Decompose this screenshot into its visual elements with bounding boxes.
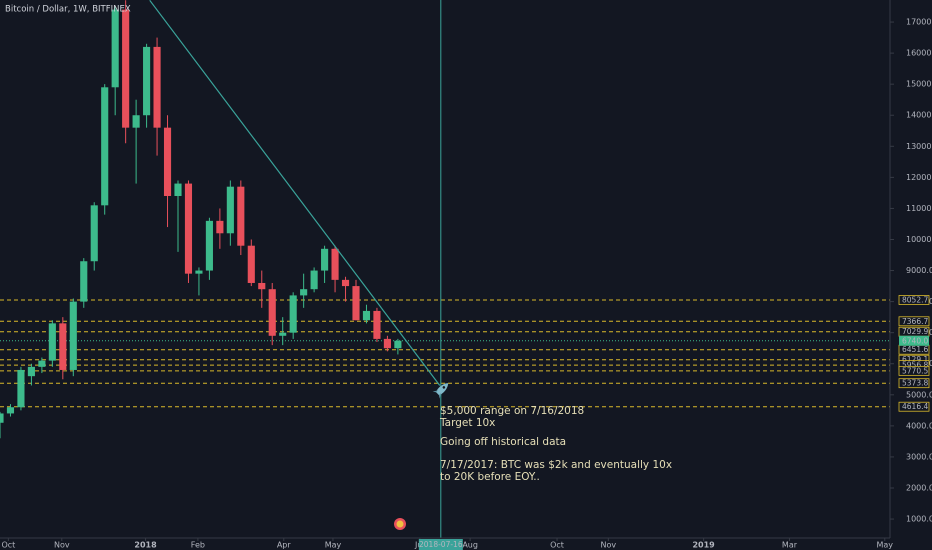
candle-body	[268, 289, 276, 336]
y-tick-label: 9000.0	[906, 266, 932, 275]
y-tick-label: 4000.0	[906, 421, 932, 430]
y-tick-label: 15000.0	[906, 80, 932, 89]
candle-body	[184, 183, 193, 274]
last-price-label: 6740.0	[902, 336, 928, 345]
x-tick-label: Feb	[191, 541, 205, 550]
candle-body	[310, 270, 318, 290]
candle-body	[226, 186, 234, 234]
level-label: 6451.6	[902, 345, 928, 354]
candle-body	[174, 183, 182, 197]
x-tick-label: Nov	[601, 541, 617, 550]
level-badge	[898, 295, 930, 305]
candle-body	[258, 282, 266, 290]
candle-body	[383, 338, 391, 349]
candle-body	[143, 46, 151, 116]
candle-body	[216, 220, 224, 234]
x-tick-label: Oct	[1, 541, 15, 550]
candle-body	[237, 186, 245, 246]
level-label: 8052.7	[902, 295, 928, 304]
annotation-line: $5,000 range on 7/16/2018	[440, 405, 584, 417]
candle-body	[6, 407, 15, 414]
level-label: 4616.4	[902, 402, 928, 411]
x-tick-label: 2018	[134, 541, 157, 550]
candle-body	[0, 413, 4, 423]
candle-body	[122, 9, 130, 128]
candle-body	[27, 366, 35, 377]
x-tick-label: Apr	[277, 541, 292, 550]
candle-body	[205, 220, 213, 271]
y-tick-label: 14000.0	[906, 111, 932, 120]
levels	[0, 299, 890, 408]
rocket-icon	[432, 383, 449, 399]
x-tick-label: Mar	[782, 541, 798, 550]
candle-body	[132, 115, 140, 128]
y-tick-label: 13000.0	[906, 142, 932, 151]
last-price-badge	[899, 335, 929, 346]
x-tick-label: Nov	[54, 541, 70, 550]
candle-body	[80, 261, 88, 302]
y-tick-label: 16000.0	[906, 49, 932, 58]
logo-icon	[394, 518, 406, 530]
candle-body	[17, 369, 25, 408]
candles	[0, 0, 402, 439]
x-tick-label: Oct	[550, 541, 564, 550]
level-badge	[898, 378, 930, 389]
y-tick-label: 12000.0	[906, 173, 932, 182]
candle-body	[352, 286, 360, 321]
candle-body	[59, 323, 67, 370]
candle-body	[90, 205, 98, 262]
x-tick-label: May	[325, 541, 342, 550]
candle-body	[362, 310, 371, 321]
level-label: 6129.1	[902, 355, 928, 364]
level-label: 5770.5	[902, 366, 928, 375]
annotation-line: Target 10x	[439, 417, 495, 429]
candle-body	[195, 270, 203, 274]
x-tick-label: May	[876, 541, 893, 550]
date-label: 2018-07-16	[419, 540, 463, 549]
y-tick-label: 17000.0	[906, 18, 932, 27]
chart-title: Bitcoin / Dollar, 1W, BITFINEX	[5, 5, 131, 15]
candle-body	[300, 289, 308, 296]
y-tick-label: 11000.0	[906, 204, 932, 213]
level-badge	[898, 401, 930, 412]
level-badge	[898, 316, 930, 327]
candle-body	[48, 323, 56, 361]
candle-body	[69, 301, 77, 370]
date-badge	[418, 539, 463, 550]
candle-body	[163, 127, 172, 197]
x-tick-label: 2019	[692, 541, 715, 550]
y-tick-label: 1000.0	[906, 515, 932, 524]
trendline	[149, 0, 441, 386]
level-badge	[898, 365, 930, 376]
candle-body	[373, 310, 381, 339]
candle-body	[331, 248, 339, 280]
x-tick-label: Aug	[462, 541, 478, 550]
annotation-line: Going off historical data	[440, 436, 566, 448]
level-label: 7029.9	[902, 327, 928, 336]
y-tick-label: 10000.0	[906, 235, 932, 244]
candle-body	[289, 295, 297, 333]
overlay	[149, 0, 449, 538]
candle-body	[247, 245, 255, 283]
candle-body	[279, 332, 287, 336]
candle-body	[321, 248, 329, 271]
y-tick-label: 3000.0	[906, 452, 932, 461]
y-tick-label: 2000.0	[906, 483, 932, 492]
level-label: 7366.7	[902, 317, 928, 326]
candle-body	[111, 9, 119, 88]
y-tick-label: 5000.0	[906, 390, 932, 399]
candle-body	[153, 46, 161, 128]
level-label: 5373.8	[902, 379, 928, 388]
candle-body	[38, 360, 46, 367]
level-label: 5956.8	[902, 361, 928, 370]
candle-body	[394, 340, 402, 349]
candle-body	[101, 87, 109, 206]
candle-body	[341, 279, 350, 287]
annotation-line: to 20K before EOY..	[440, 471, 540, 483]
annotation-line: 7/17/2017: BTC was $2k and eventually 10…	[440, 459, 672, 471]
